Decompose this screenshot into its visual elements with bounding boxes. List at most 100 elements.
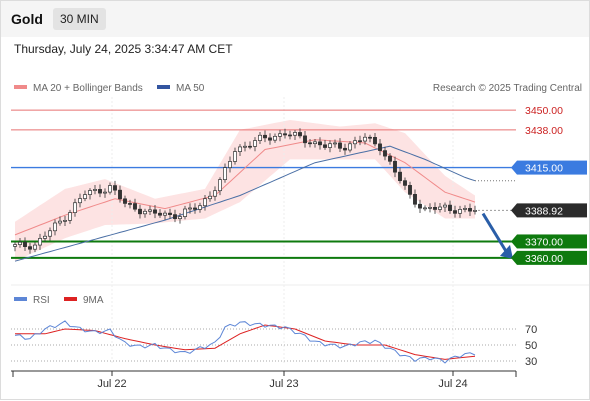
candle [198, 202, 202, 213]
candle [98, 184, 102, 198]
candle [458, 205, 462, 218]
level-label-3: 3388.92 [525, 205, 563, 217]
price-legend-label-1: MA 50 [176, 83, 205, 94]
candle [333, 139, 337, 148]
candle [123, 195, 127, 208]
candle [383, 146, 387, 161]
candle [103, 188, 107, 198]
bollinger-bands [15, 120, 475, 262]
candle [463, 205, 467, 213]
bollinger-band-area [15, 120, 475, 262]
candle [133, 198, 137, 212]
price-legend-swatch-0 [14, 85, 27, 89]
level-label-bg-3 [517, 203, 587, 218]
rsi-tick-2: 30 [525, 356, 537, 368]
candle [28, 242, 32, 254]
candle [188, 203, 192, 214]
candle [218, 177, 222, 196]
candle [268, 133, 272, 145]
candle [273, 133, 277, 143]
rsi-line [14, 320, 476, 364]
candle [278, 129, 282, 142]
candle [353, 136, 357, 149]
candle [163, 210, 167, 220]
rsi-legend-label-0: RSI [33, 295, 50, 306]
candle [473, 205, 477, 215]
candle [63, 215, 67, 227]
candle [358, 135, 362, 146]
candle [303, 130, 307, 148]
candle [93, 185, 97, 195]
candle [83, 190, 87, 202]
moving-averages [14, 139, 516, 262]
candle [13, 242, 17, 252]
candle [148, 205, 152, 215]
rsi-legend-label-1: 9MA [83, 295, 104, 306]
candle [343, 143, 347, 155]
candle [213, 186, 217, 201]
candle [328, 140, 332, 153]
candle [363, 133, 367, 145]
rsi-panel: 70 50 30 [11, 320, 537, 368]
time-tick-label-1: Jul 23 [269, 378, 298, 390]
ma50-line [14, 145, 476, 262]
candle [143, 208, 147, 218]
chart-datetime: Thursday, July 24, 2025 3:34:47 AM CET [14, 42, 233, 56]
candle [313, 138, 317, 148]
candle [368, 134, 372, 143]
candle [193, 203, 197, 214]
candle [378, 139, 382, 156]
candle [438, 202, 442, 213]
candle [453, 205, 457, 218]
level-label-0: 3450.00 [525, 105, 563, 117]
candlesticks [13, 128, 477, 254]
legends: MA 20 + Bollinger Bands MA 50 RSI 9MA [11, 83, 589, 306]
candle [113, 180, 117, 195]
arrow-shaft [481, 212, 509, 254]
candle [348, 141, 352, 153]
candle [443, 202, 447, 212]
candle [73, 198, 77, 217]
rsi-ma-line [15, 324, 476, 360]
candle [23, 237, 27, 252]
price-legend-label-0: MA 20 + Bollinger Bands [33, 83, 143, 94]
level-label-1: 3438.00 [525, 125, 563, 137]
timeframe-button[interactable]: 30 MIN [53, 8, 106, 30]
candle [418, 199, 422, 214]
candle [468, 203, 472, 217]
candle [233, 147, 237, 165]
candle [178, 213, 182, 224]
forecast-arrow [481, 212, 513, 259]
candle [128, 199, 132, 209]
candle [108, 182, 112, 195]
candle [18, 237, 22, 248]
candle [183, 205, 187, 220]
candle [403, 177, 407, 190]
candle [138, 204, 142, 219]
candle [238, 144, 242, 156]
time-tick-label-0: Jul 22 [97, 378, 126, 390]
candle [88, 188, 92, 200]
candle [168, 208, 172, 219]
candle [308, 138, 312, 148]
candle [248, 141, 252, 150]
instrument-title: Gold [11, 11, 43, 27]
chart-header: Gold 30 MIN [1, 1, 589, 37]
candle [38, 233, 42, 250]
price-labels: 3450.00 3438.00 3415.00 3388.92 3370.00 3360.… [511, 105, 587, 265]
level-label-tip-3 [511, 203, 517, 218]
candle [33, 242, 37, 253]
level-label-tip-5 [511, 250, 517, 265]
candle [158, 209, 162, 218]
time-axis: Jul 22 Jul 23 Jul 24 [11, 370, 517, 390]
candle [298, 128, 302, 139]
candle [153, 204, 157, 219]
level-label-tip-4 [511, 234, 517, 249]
candle [283, 128, 287, 139]
candle [223, 163, 227, 183]
candle [288, 130, 292, 140]
arrow-head [500, 244, 513, 259]
candle [263, 130, 267, 143]
